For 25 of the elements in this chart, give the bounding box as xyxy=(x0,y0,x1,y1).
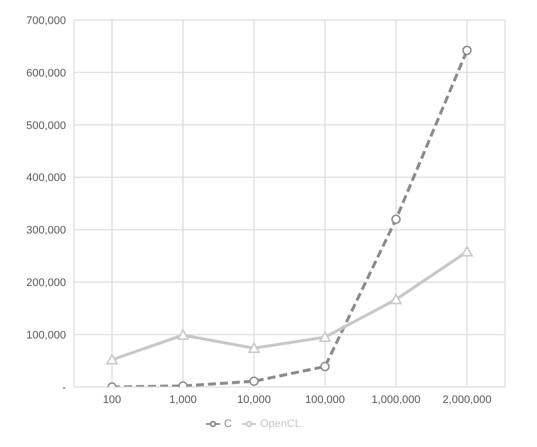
y-tick-label: 400,000 xyxy=(26,172,66,184)
point xyxy=(319,331,331,342)
x-tick-label: 100,000 xyxy=(305,394,345,406)
y-tick-label: 700,000 xyxy=(26,14,66,27)
point xyxy=(106,354,118,364)
point xyxy=(391,214,401,224)
point xyxy=(461,246,473,256)
point xyxy=(249,376,259,386)
y-tick-label: 100,000 xyxy=(26,329,66,342)
point xyxy=(462,46,472,56)
point xyxy=(248,342,260,353)
point xyxy=(320,362,330,372)
y-tick-label: 300,000 xyxy=(26,224,66,237)
legend-label: C xyxy=(224,418,232,430)
y-tick-label: 500,000 xyxy=(26,120,66,132)
y-tick-label: - xyxy=(62,382,66,394)
x-tick-label: 10,000 xyxy=(237,394,271,406)
point xyxy=(177,329,189,340)
y-tick-label: 200,000 xyxy=(26,277,66,290)
x-tick-label: 1,000,000 xyxy=(372,394,420,406)
y-tick-label: 600,000 xyxy=(26,67,66,80)
x-tick-label: 1,000 xyxy=(169,394,197,406)
x-tick-label: 2,000,000 xyxy=(442,394,492,406)
x-tick-label: 100 xyxy=(102,394,122,406)
point xyxy=(390,294,402,304)
